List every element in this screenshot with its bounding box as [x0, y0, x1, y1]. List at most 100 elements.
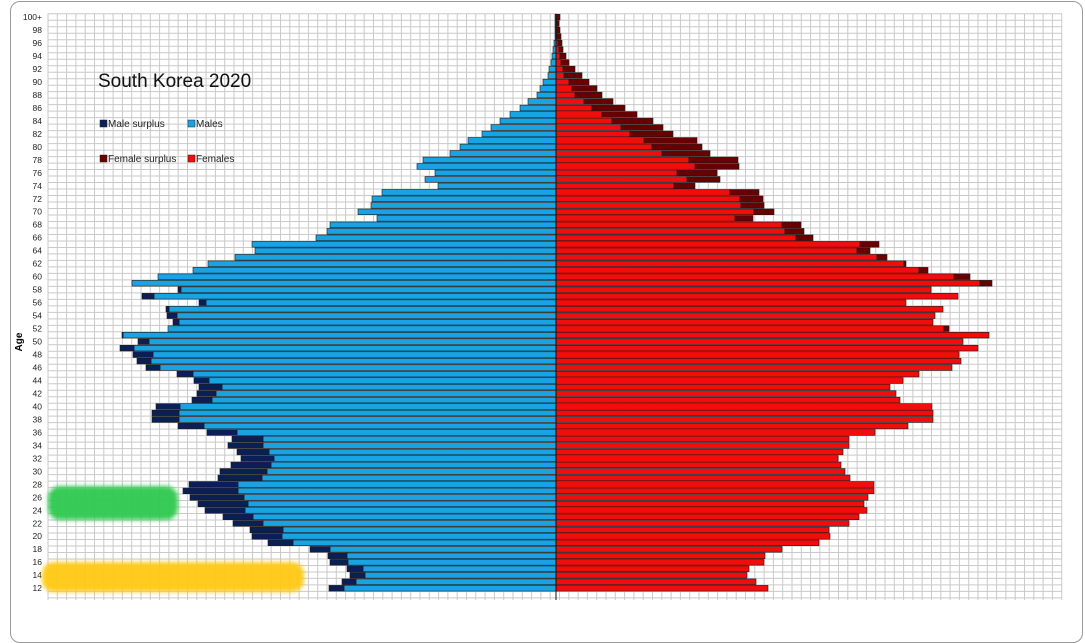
bar-females-age-86 [555, 104, 593, 112]
bar-females-age-85 [555, 111, 603, 118]
y-tick-label: 18 [33, 544, 43, 554]
bar-females-age-77 [555, 163, 696, 170]
bar-females-age-91 [555, 72, 565, 79]
bar-females-age-26 [555, 494, 869, 501]
bar-male-surplus-age-38 [151, 416, 180, 423]
bar-females-age-87 [555, 98, 585, 105]
y-tick-label: 92 [33, 64, 43, 74]
bar-male-surplus-age-57 [141, 293, 155, 300]
bar-males-age-51 [122, 332, 557, 339]
bar-males-age-25 [247, 500, 557, 508]
bar-females-age-80 [555, 143, 653, 151]
bar-females-age-65 [555, 241, 861, 248]
y-tick-label: 76 [33, 168, 43, 178]
bar-male-surplus-age-19 [267, 539, 294, 546]
bar-males-age-67 [326, 228, 557, 235]
bar-females-age-58 [555, 286, 932, 293]
bar-female-surplus-age-81 [643, 137, 698, 144]
bar-males-age-90 [542, 78, 557, 86]
bar-male-surplus-age-13 [341, 578, 357, 585]
y-tick-label: 20 [33, 531, 43, 541]
bar-females-age-27 [555, 487, 875, 495]
bar-female-surplus-age-69 [734, 215, 754, 222]
bar-female-surplus-age-78 [688, 156, 739, 164]
y-tick-label: 90 [33, 77, 43, 87]
bar-males-age-39 [178, 409, 557, 417]
bar-males-age-58 [180, 286, 557, 293]
y-tick-label: 100+ [23, 12, 42, 22]
bar-male-surplus-age-56 [198, 299, 207, 306]
bar-females-age-88 [555, 91, 576, 99]
bar-males-age-69 [376, 215, 557, 222]
bar-male-surplus-age-39 [151, 409, 180, 417]
bar-male-surplus-age-31 [230, 461, 272, 469]
y-tick-label: 24 [33, 505, 43, 515]
bar-males-age-12 [343, 585, 557, 592]
bar-females-age-29 [555, 474, 851, 482]
bar-female-surplus-age-87 [583, 98, 614, 105]
y-tick-label: 44 [33, 375, 43, 385]
bar-female-surplus-age-94 [559, 52, 567, 60]
bar-females-age-63 [555, 254, 878, 261]
bar-males-age-78 [422, 156, 557, 164]
bar-males-age-16 [347, 559, 557, 566]
bar-female-surplus-age-74 [673, 182, 696, 190]
bar-male-surplus-age-17 [327, 552, 348, 559]
bar-males-age-84 [499, 117, 557, 125]
bar-males-age-38 [178, 416, 557, 423]
bar-males-age-30 [266, 468, 557, 475]
bar-females-age-82 [555, 130, 631, 138]
bar-males-age-93 [550, 59, 557, 66]
bar-female-surplus-age-65 [859, 241, 880, 248]
bar-males-age-50 [148, 338, 557, 345]
bar-females-age-19 [555, 539, 820, 546]
bar-male-surplus-age-20 [251, 533, 283, 540]
bar-female-surplus-age-99 [556, 20, 560, 27]
bar-female-surplus-age-76 [676, 169, 718, 177]
bar-male-surplus-age-34 [227, 442, 264, 449]
bar-male-surplus-age-32 [240, 455, 275, 462]
bar-females-age-28 [555, 481, 875, 488]
bar-female-surplus-age-62 [903, 260, 907, 267]
bar-males-age-65 [251, 241, 557, 248]
bar-females-age-92 [555, 65, 564, 73]
bar-males-age-72 [371, 195, 557, 203]
bar-males-age-56 [205, 299, 557, 306]
bar-females-age-25 [555, 500, 865, 508]
bar-female-surplus-age-60 [953, 273, 971, 280]
legend-swatch [187, 119, 196, 128]
bar-females-age-56 [555, 299, 907, 306]
bar-males-age-28 [237, 481, 557, 488]
bar-females-age-55 [555, 306, 944, 313]
bar-males-age-19 [292, 539, 557, 546]
bar-females-age-50 [555, 338, 964, 345]
legend-label: Males [196, 119, 223, 130]
bar-males-age-80 [459, 143, 557, 151]
bar-males-age-76 [434, 169, 557, 177]
legend-swatch [187, 154, 196, 163]
bar-females-age-46 [555, 364, 953, 371]
y-tick-labels: 100+ 98 96 94 92 90 88 86 84 82 80 78 76 74 72 70 68 66 64… [23, 12, 42, 593]
bar-male-surplus-age-47 [136, 357, 152, 365]
bar-males-age-37 [203, 422, 557, 430]
bar-females-age-70 [555, 208, 755, 215]
bar-females-age-37 [555, 422, 909, 430]
bar-female-surplus-age-86 [591, 104, 626, 112]
bar-females-age-84 [555, 117, 613, 125]
y-tick-label: 78 [33, 155, 43, 165]
bar-males-age-89 [539, 85, 557, 92]
y-tick-label: 84 [33, 116, 43, 126]
bar-female-surplus-age-63 [876, 254, 888, 261]
bar-male-surplus-age-14 [349, 572, 366, 579]
y-tick-label: 46 [33, 363, 43, 373]
bar-females-age-68 [555, 221, 783, 228]
bar-female-surplus-age-98 [556, 26, 561, 34]
bar-males-age-18 [329, 546, 557, 553]
bar-male-surplus-age-42 [196, 390, 217, 397]
bar-male-surplus-age-35 [231, 435, 264, 443]
bar-female-surplus-age-77 [694, 163, 740, 170]
legend-item-females: Females [187, 154, 234, 165]
chart-title: South Korea 2020 [98, 71, 251, 92]
bar-females-age-93 [555, 59, 562, 66]
bar-males-age-35 [262, 435, 557, 443]
